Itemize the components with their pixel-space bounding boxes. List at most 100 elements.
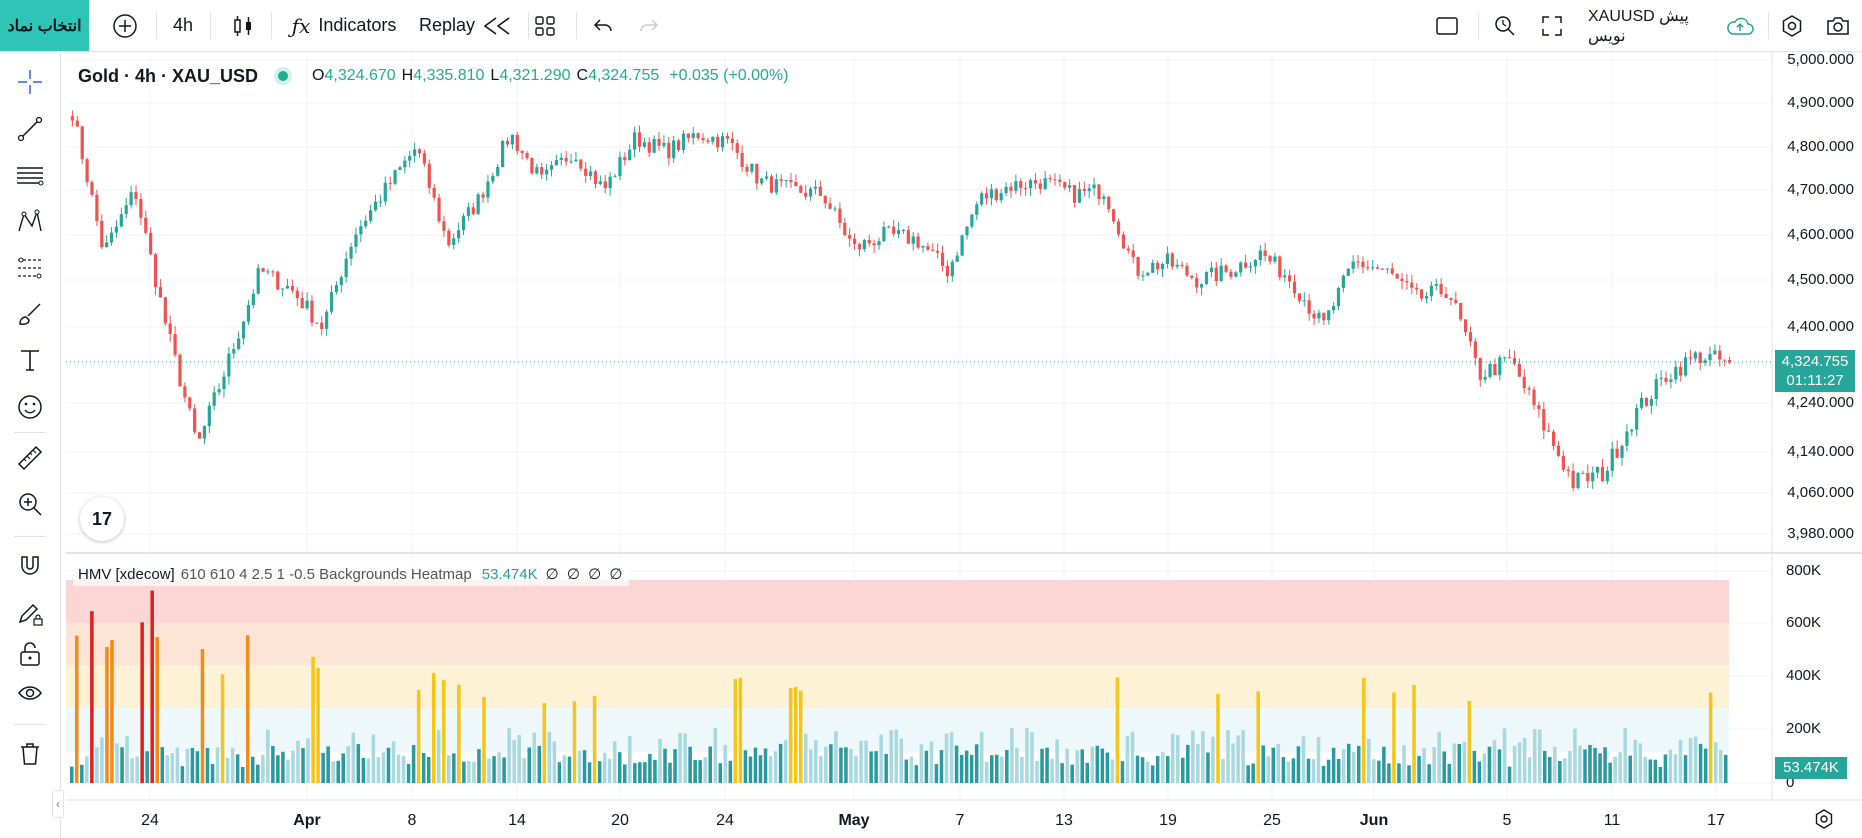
candle-body	[1200, 283, 1204, 288]
volume-bar	[1221, 758, 1225, 783]
chart-settings-button[interactable]	[1806, 800, 1842, 838]
forecast-tool[interactable]	[0, 248, 60, 288]
volume-bar	[1578, 745, 1582, 783]
stay-in-drawing-tool[interactable]	[0, 594, 60, 634]
candle-body	[882, 226, 886, 242]
candle-body	[134, 192, 138, 200]
fullscreen-rect-button[interactable]	[1432, 0, 1462, 51]
toolbar-collapse-handle[interactable]: ‹	[52, 790, 64, 818]
volume-bar	[974, 744, 979, 783]
candle-body	[1688, 357, 1693, 359]
volume-bar	[1648, 759, 1653, 783]
interval-button[interactable]: 4h	[172, 15, 194, 35]
magnet-tool[interactable]	[0, 546, 60, 586]
volume-bar	[1608, 762, 1612, 783]
text-tool[interactable]	[0, 340, 60, 380]
fib-tool[interactable]	[0, 156, 60, 196]
volume-bar	[1532, 729, 1537, 783]
volume-bar	[527, 747, 532, 783]
brush-tool[interactable]	[0, 294, 60, 334]
volume-bar	[1296, 746, 1301, 783]
chart-type-button[interactable]	[226, 0, 260, 51]
indicators-button[interactable]: ƒx Indicators	[288, 0, 400, 51]
market-status-icon[interactable]	[278, 71, 289, 81]
candle-body	[862, 240, 866, 250]
screenshot-button[interactable]	[1822, 0, 1854, 51]
volume-bar	[864, 740, 868, 783]
crosshair-tool[interactable]	[0, 62, 60, 102]
indicator-name[interactable]: HMV [xdecow]	[78, 565, 175, 583]
candle-body	[593, 171, 598, 185]
measure-tool[interactable]	[0, 438, 60, 478]
volume-bar	[1140, 757, 1145, 783]
candle-body	[1478, 357, 1482, 380]
tradingview-logo[interactable]: 17	[80, 497, 124, 541]
volume-bar	[1110, 759, 1115, 783]
replay-button[interactable]: Replay	[414, 0, 518, 51]
candle-body	[1595, 467, 1600, 473]
lock-drawings-tool[interactable]	[0, 634, 60, 674]
candle-body	[667, 142, 671, 159]
volume-bar	[1045, 747, 1049, 783]
candle-body	[818, 186, 822, 196]
symbol-search-button[interactable]: انتخاب نماد	[0, 0, 89, 51]
candle-body	[628, 149, 632, 161]
candle-body	[369, 210, 373, 221]
add-symbol-button[interactable]	[107, 0, 143, 51]
settings-button[interactable]	[1776, 0, 1808, 51]
volume-bar	[1382, 746, 1386, 783]
chart-title[interactable]: Gold · 4h · XAU_USD	[78, 65, 259, 86]
pattern-tool[interactable]	[0, 202, 60, 242]
volume-bar	[411, 745, 416, 783]
volume-bar	[1558, 761, 1562, 783]
volume-bar	[1492, 740, 1497, 783]
candle-body	[501, 141, 505, 168]
volume-bar	[1432, 747, 1436, 783]
candle-body	[774, 179, 778, 193]
candle-body	[1048, 178, 1052, 180]
candle-body	[637, 132, 642, 147]
volume-bar	[557, 762, 562, 783]
volume-bar	[436, 729, 441, 783]
hide-drawings-tool[interactable]	[0, 674, 60, 714]
quick-search-button[interactable]	[1490, 0, 1520, 51]
volume-bar	[542, 703, 547, 783]
rewind-icon	[483, 16, 510, 35]
volume-bar	[562, 755, 567, 783]
volume-tick-label: 400K	[1786, 667, 1822, 684]
volume-bar	[809, 749, 813, 783]
candle-body	[926, 245, 930, 250]
candle-body	[1141, 275, 1145, 277]
volume-tick-label: 0	[1786, 774, 1795, 791]
redo-button[interactable]	[634, 0, 664, 51]
volume-bar	[522, 758, 526, 783]
candle-body	[545, 169, 549, 175]
volume-bar	[1075, 750, 1079, 783]
layouts-button[interactable]	[530, 0, 560, 51]
volume-bar	[1316, 737, 1321, 783]
price-tick-label: 4,500.000	[1787, 271, 1854, 288]
candle-body	[916, 236, 920, 248]
fullscreen-button[interactable]	[1537, 0, 1567, 51]
trash-icon	[21, 743, 39, 765]
candle-body	[432, 187, 436, 198]
cloud-save-button[interactable]	[1720, 0, 1760, 51]
volume-bar	[1487, 746, 1492, 783]
volume-bar	[1306, 758, 1311, 783]
volume-bar	[160, 747, 165, 783]
candle-body	[1292, 281, 1297, 294]
zoom-tool[interactable]	[0, 484, 60, 524]
divider	[528, 12, 529, 39]
symbol-title[interactable]: XAUUSD پیش نویس	[1588, 7, 1689, 45]
candle-body	[574, 159, 578, 162]
candle-body	[706, 140, 710, 142]
icon-tool[interactable]	[0, 387, 60, 427]
volume-bar	[1070, 764, 1074, 783]
candle-body	[1278, 256, 1282, 278]
volume-bar	[623, 764, 627, 783]
undo-button[interactable]	[588, 0, 618, 51]
trendline-tool[interactable]	[0, 109, 60, 149]
remove-drawings-tool[interactable]	[0, 734, 60, 774]
volume-bar	[989, 755, 994, 783]
